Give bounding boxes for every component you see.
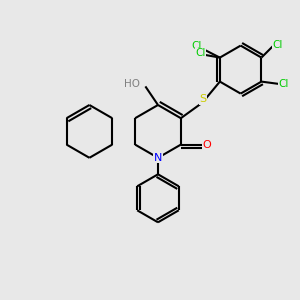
- Text: O: O: [202, 140, 211, 150]
- Text: Cl: Cl: [272, 40, 283, 50]
- Text: Cl: Cl: [195, 48, 206, 58]
- Text: Cl: Cl: [279, 79, 289, 89]
- Text: HO: HO: [124, 79, 140, 89]
- Text: Cl: Cl: [192, 41, 202, 51]
- Text: N: N: [154, 153, 162, 163]
- Text: S: S: [200, 94, 207, 104]
